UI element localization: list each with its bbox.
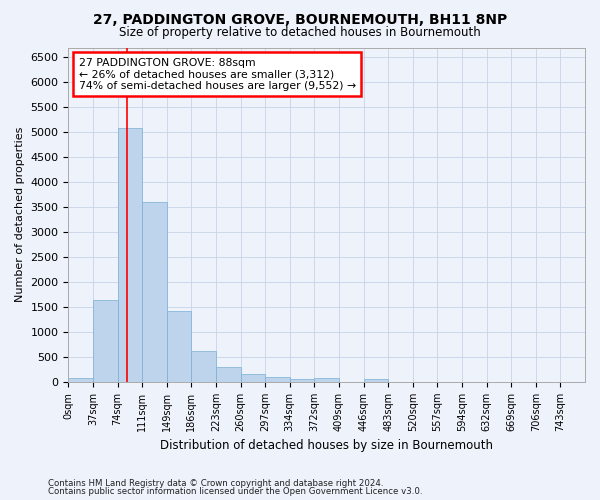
Bar xyxy=(364,378,388,382)
Bar xyxy=(191,351,216,382)
Bar xyxy=(93,300,118,382)
Bar xyxy=(167,311,191,382)
Y-axis label: Number of detached properties: Number of detached properties xyxy=(15,127,25,302)
Bar xyxy=(290,379,314,382)
Bar xyxy=(216,366,241,382)
Bar xyxy=(68,378,93,382)
Bar xyxy=(241,374,265,382)
Text: 27 PADDINGTON GROVE: 88sqm
← 26% of detached houses are smaller (3,312)
74% of s: 27 PADDINGTON GROVE: 88sqm ← 26% of deta… xyxy=(79,58,356,90)
Text: Contains HM Land Registry data © Crown copyright and database right 2024.: Contains HM Land Registry data © Crown c… xyxy=(48,478,383,488)
Bar xyxy=(118,128,142,382)
X-axis label: Distribution of detached houses by size in Bournemouth: Distribution of detached houses by size … xyxy=(160,440,493,452)
Bar xyxy=(314,378,339,382)
Text: Size of property relative to detached houses in Bournemouth: Size of property relative to detached ho… xyxy=(119,26,481,39)
Text: Contains public sector information licensed under the Open Government Licence v3: Contains public sector information licen… xyxy=(48,487,422,496)
Bar xyxy=(265,378,290,382)
Bar xyxy=(142,202,167,382)
Text: 27, PADDINGTON GROVE, BOURNEMOUTH, BH11 8NP: 27, PADDINGTON GROVE, BOURNEMOUTH, BH11 … xyxy=(93,12,507,26)
